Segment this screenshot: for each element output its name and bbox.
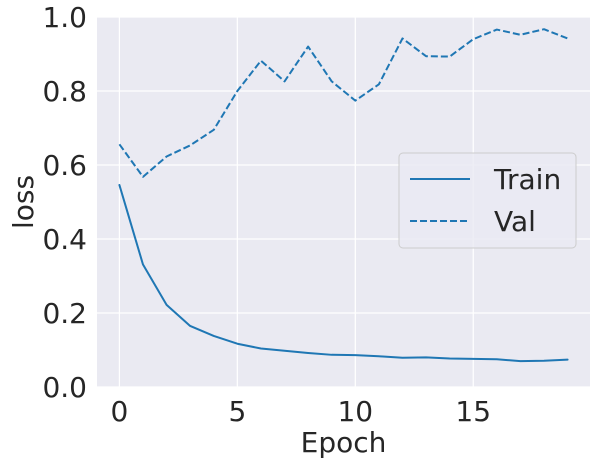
x-tick-label: 10: [337, 395, 373, 428]
legend: Train Val: [398, 152, 577, 249]
y-tick-label: 0.0: [42, 371, 87, 404]
y-tick-label: 0.8: [42, 75, 87, 108]
x-tick-label: 15: [455, 395, 491, 428]
x-tick-label: 5: [228, 395, 246, 428]
series-line-train: [118, 183, 569, 363]
y-tick-label: 1.0: [42, 1, 87, 34]
x-axis-label: Epoch: [301, 426, 387, 459]
y-axis-label: loss: [7, 175, 40, 229]
x-tick-label: 0: [110, 395, 128, 428]
series-line-val: [118, 28, 568, 178]
legend-label-val: Val: [494, 205, 536, 238]
y-tick-label: 0.2: [42, 297, 87, 330]
legend-label-train: Train: [493, 163, 561, 196]
tick-labels: 0 5 10 15 0.0 0.2 0.4 0.6 0.8 1.0: [42, 1, 491, 428]
y-tick-label: 0.6: [42, 149, 87, 182]
legend-box: [398, 152, 577, 249]
series-lines: [118, 28, 569, 363]
y-tick-label: 0.4: [42, 223, 87, 256]
